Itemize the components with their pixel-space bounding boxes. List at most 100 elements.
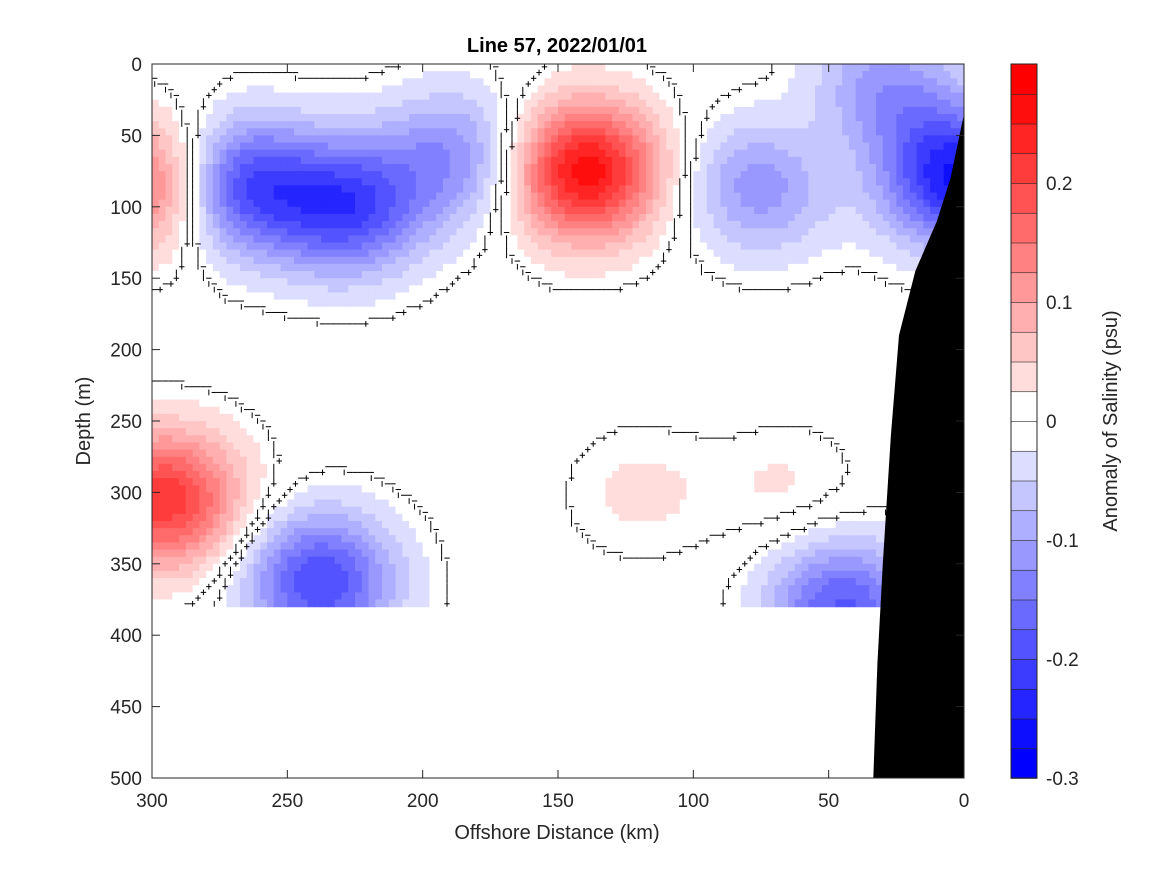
field-cell <box>470 135 478 144</box>
field-cell <box>483 256 491 265</box>
field-cell <box>456 413 464 422</box>
field-cell <box>239 592 248 601</box>
field-cell <box>409 171 417 179</box>
field-cell <box>463 585 471 593</box>
field-cell <box>334 142 343 151</box>
field-cell <box>212 499 221 508</box>
field-cell <box>233 78 241 87</box>
field-cell <box>585 128 593 136</box>
field-cell <box>287 249 295 258</box>
field-cell <box>300 221 309 229</box>
field-cell <box>253 335 261 344</box>
field-cell <box>158 385 167 394</box>
field-cell <box>402 485 410 493</box>
field-cell <box>585 335 593 344</box>
field-cell <box>585 585 593 593</box>
field-cell <box>179 449 187 458</box>
field-cell <box>233 313 241 322</box>
field-cell <box>578 406 586 415</box>
field-cell <box>280 278 288 286</box>
field-cell <box>300 306 309 315</box>
field-cell <box>530 306 539 315</box>
field-cell <box>212 178 221 186</box>
field-cell <box>361 299 370 308</box>
field-cell <box>470 228 478 236</box>
field-cell <box>246 128 255 136</box>
field-cell <box>334 413 343 422</box>
field-cell <box>544 506 552 515</box>
field-cell <box>165 92 173 101</box>
field-cell <box>503 163 512 172</box>
field-cell <box>449 299 458 308</box>
field-cell <box>179 485 187 493</box>
field-cell <box>517 463 525 472</box>
field-cell <box>497 542 505 551</box>
field-cell <box>273 178 282 186</box>
field-cell <box>185 92 194 101</box>
field-cell <box>179 299 187 308</box>
field-cell <box>449 556 458 565</box>
field-cell <box>449 378 458 386</box>
field-cell <box>571 64 579 72</box>
field-cell <box>341 228 349 236</box>
field-cell <box>267 363 275 372</box>
field-cell <box>233 513 241 522</box>
field-cell <box>544 185 552 194</box>
field-cell <box>578 142 586 151</box>
field-cell <box>280 156 288 165</box>
field-cell <box>497 449 505 458</box>
field-cell <box>490 178 498 186</box>
field-cell <box>368 221 376 229</box>
field-cell <box>456 128 464 136</box>
field-cell <box>375 478 383 486</box>
field-cell <box>368 349 376 358</box>
field-cell <box>490 371 498 379</box>
field-cell <box>212 71 221 79</box>
field-cell <box>334 492 343 501</box>
field-cell <box>300 413 309 422</box>
field-cell <box>260 64 268 72</box>
field-cell <box>239 313 248 322</box>
field-cell <box>476 442 485 451</box>
field-cell <box>503 263 512 272</box>
field-cell <box>510 520 518 529</box>
field-cell <box>517 371 525 379</box>
field-cell <box>449 271 458 279</box>
field-cell <box>578 563 586 572</box>
field-cell <box>341 392 349 401</box>
field-cell <box>273 520 282 529</box>
field-cell <box>409 385 417 394</box>
field-cell <box>172 285 180 294</box>
field-cell <box>172 535 180 543</box>
field-cell <box>382 156 390 165</box>
field-cell <box>219 85 228 94</box>
field-cell <box>152 421 160 429</box>
field-cell <box>591 449 600 458</box>
field-cell <box>267 192 275 201</box>
field-cell <box>179 149 187 158</box>
field-cell <box>483 528 491 536</box>
field-cell <box>415 185 424 194</box>
field-cell <box>503 292 512 301</box>
field-cell <box>388 528 397 536</box>
field-cell <box>307 149 315 158</box>
field-cell <box>544 285 552 294</box>
field-cell <box>206 192 214 201</box>
field-cell <box>564 192 573 201</box>
field-cell <box>239 413 248 422</box>
field-cell <box>490 263 498 272</box>
field-cell <box>463 221 471 229</box>
field-cell <box>280 428 288 436</box>
field-cell <box>578 178 586 186</box>
field-cell <box>530 556 539 565</box>
field-cell <box>564 78 573 87</box>
field-cell <box>233 563 241 572</box>
field-cell <box>578 399 586 408</box>
field-cell <box>490 163 498 172</box>
field-cell <box>375 463 383 472</box>
field-cell <box>355 163 363 172</box>
field-cell <box>551 206 559 215</box>
field-cell <box>402 299 410 308</box>
field-cell <box>497 385 505 394</box>
field-cell <box>341 185 349 194</box>
